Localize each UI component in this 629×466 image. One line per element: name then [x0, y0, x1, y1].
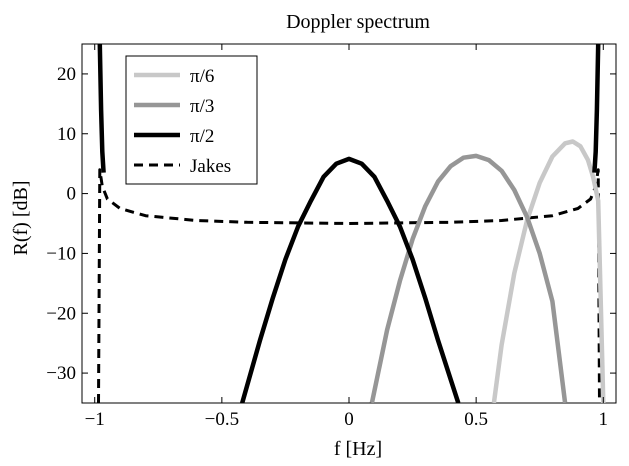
x-tick-label: −0.5 — [205, 409, 239, 430]
legend-entry: π/2 — [190, 126, 214, 147]
legend: π/6 π/3 π/2 Jakes — [125, 55, 258, 185]
legend-entry: π/3 — [190, 96, 214, 117]
axes-layer: −1 −0.5 0 0.5 1 −30 −20 −10 0 10 20 — [46, 44, 616, 430]
x-tick-label: 1 — [599, 409, 609, 430]
series-line-5 — [592, 44, 601, 173]
x-tick-label: 0.5 — [464, 409, 488, 430]
series-line-1 — [369, 153, 568, 403]
x-tick-label: −1 — [85, 409, 105, 430]
legend-entry: π/6 — [190, 66, 214, 87]
y-tick-label: 10 — [57, 124, 76, 145]
y-axis-label: R(f) [dB] — [10, 181, 32, 256]
legend-box — [125, 55, 258, 185]
legend-entry: Jakes — [190, 156, 231, 177]
y-tick-label: 0 — [67, 184, 77, 205]
series-line-2 — [240, 156, 461, 403]
series-line-3 — [97, 168, 601, 403]
x-tick-label: 0 — [344, 409, 354, 430]
y-tick-label: −20 — [46, 303, 76, 324]
series-line-4 — [97, 44, 106, 173]
series-layer — [97, 44, 606, 403]
x-axis-label: f [Hz] — [334, 438, 382, 460]
series-line-0 — [491, 139, 606, 403]
y-tick-label: 20 — [57, 64, 76, 85]
chart-title: Doppler spectrum — [286, 11, 430, 33]
y-tick-label: −10 — [46, 243, 76, 264]
y-tick-label: −30 — [46, 363, 76, 384]
